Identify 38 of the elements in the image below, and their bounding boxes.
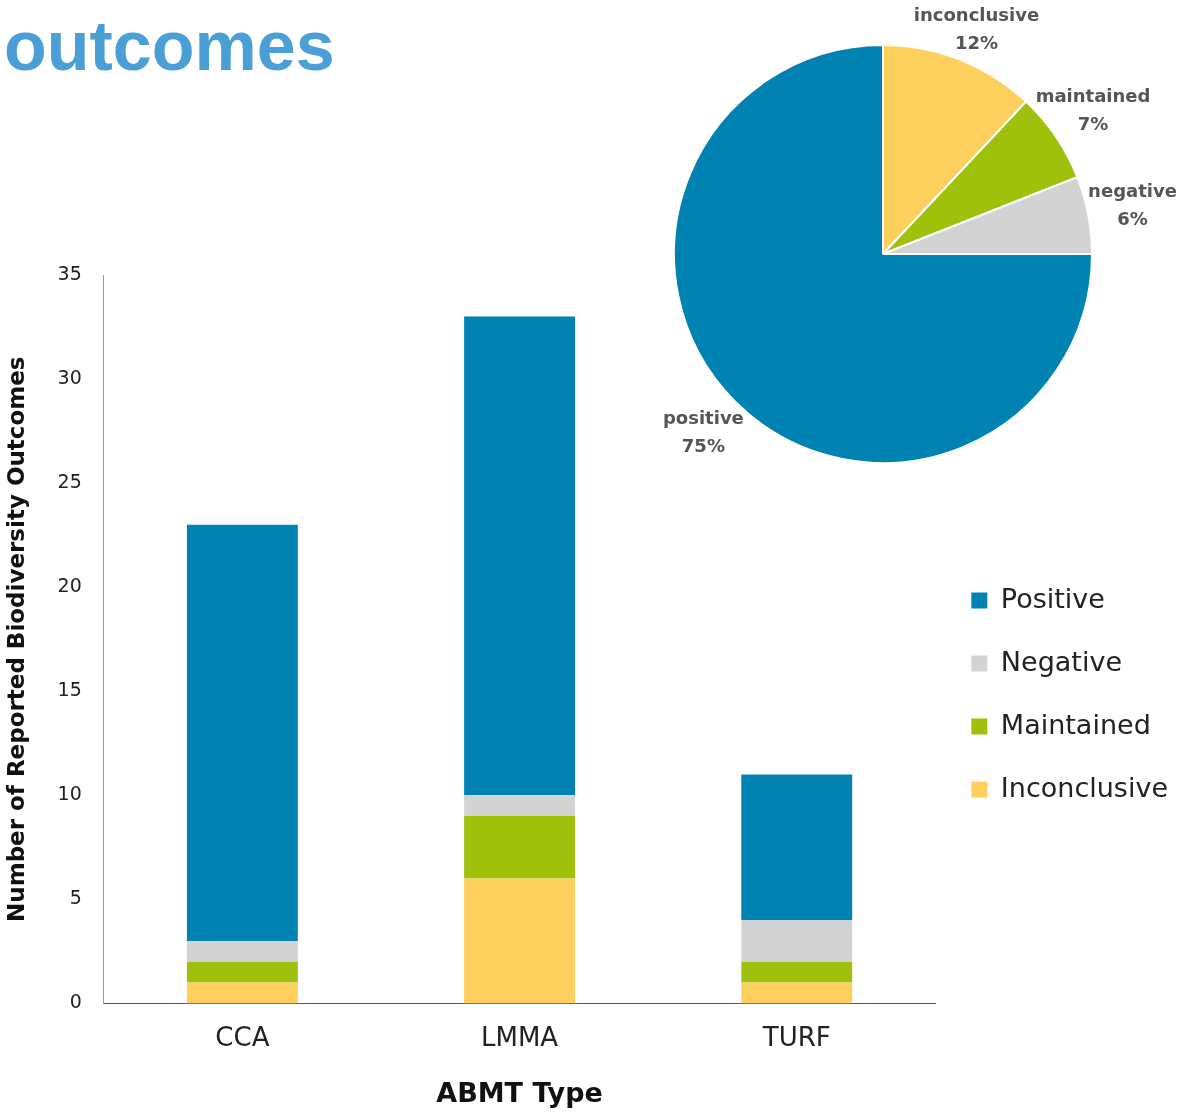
y-tick-label: 30 xyxy=(57,365,82,388)
legend-label: Maintained xyxy=(1000,708,1151,740)
legend-label: Inconclusive xyxy=(1000,771,1168,803)
data-label: 7% xyxy=(1077,112,1109,134)
x-tick-label: TURF xyxy=(761,1021,831,1052)
y-tick-label: 15 xyxy=(57,678,82,701)
data-label: 6% xyxy=(1117,208,1148,230)
slice-label: maintained xyxy=(1035,84,1151,106)
y-tick-label: 0 xyxy=(69,990,82,1013)
data-label: 12% xyxy=(954,31,999,53)
bar xyxy=(741,982,853,1004)
bar xyxy=(464,795,575,817)
bar xyxy=(741,920,853,962)
bar xyxy=(464,878,575,1004)
y-tick-label: 5 xyxy=(69,886,82,909)
x-tick-label: CCA xyxy=(215,1021,270,1052)
bar xyxy=(186,940,298,962)
legend-label: Positive xyxy=(1000,582,1105,614)
slice-label: inconclusive xyxy=(913,3,1040,25)
chart-title: outcomes xyxy=(4,6,335,86)
bar xyxy=(741,961,853,983)
y-tick-label: 25 xyxy=(57,470,82,493)
x-tick-label: LMMA xyxy=(480,1021,559,1052)
bar xyxy=(186,524,298,941)
data-label: 75% xyxy=(681,435,725,457)
legend-label: Negative xyxy=(1000,645,1122,677)
y-tick-label: 10 xyxy=(57,782,82,805)
bar xyxy=(741,774,853,921)
bar xyxy=(186,982,298,1004)
y-tick-label: 35 xyxy=(57,261,82,284)
bar xyxy=(464,316,575,796)
x-axis-title: ABMT Type xyxy=(436,1076,603,1108)
slice-label: negative xyxy=(1088,180,1177,202)
slice-label: positive xyxy=(662,407,744,429)
y-tick-label: 20 xyxy=(57,574,82,597)
bar xyxy=(186,961,298,983)
bar xyxy=(464,816,575,879)
y-axis-title: Number of Reported Biodiversity Outcomes xyxy=(2,356,29,922)
